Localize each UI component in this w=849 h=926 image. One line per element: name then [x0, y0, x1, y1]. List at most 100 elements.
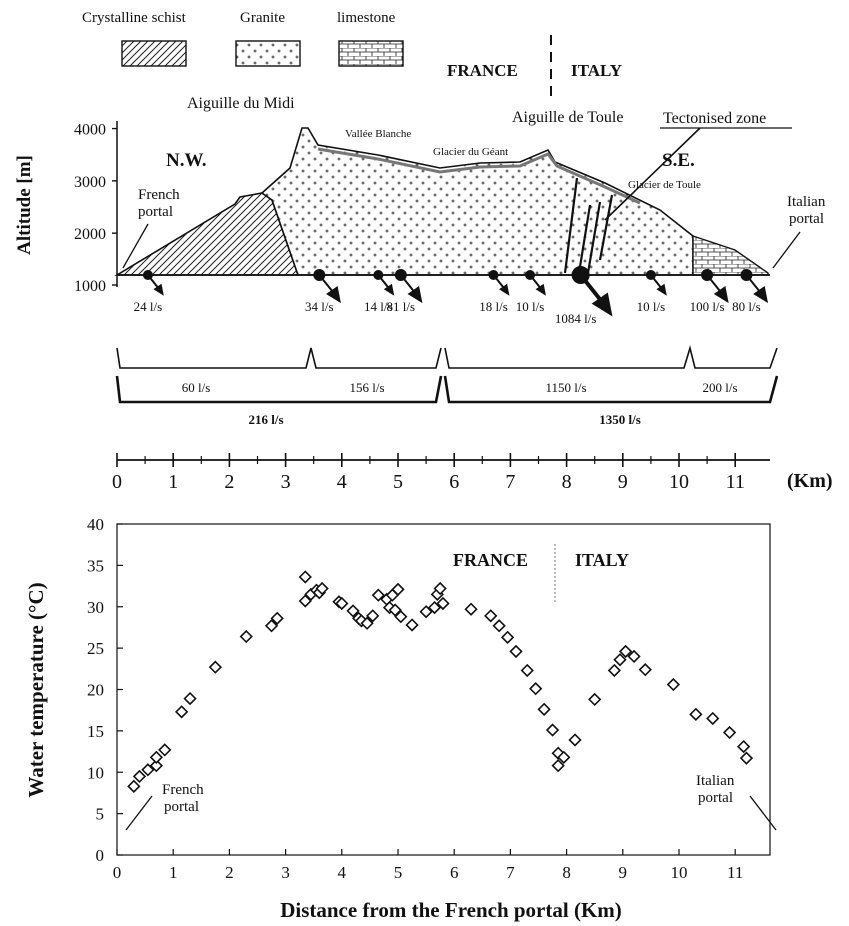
border-top: FRANCE ITALY [447, 35, 622, 98]
legend: Crystalline schist Granite limestone [82, 10, 404, 67]
inflow-arrow-head [753, 286, 769, 304]
chart-italian-portal-line1: Italian [696, 773, 735, 789]
distance-tick-label: 10 [669, 471, 689, 493]
temperature-point [537, 702, 551, 716]
legend-granite-swatch [235, 40, 301, 67]
distance-axis-ticks: 0 1 2 3 4 5 6 7 8 9 10 11 [112, 453, 745, 493]
temperature-chart: 0 5 10 15 20 25 30 35 40 0 1 2 3 4 5 6 7 8 9 10 11 Water tem… [24, 515, 777, 922]
total-label-france: 216 l/s [248, 412, 283, 427]
temperature-point [545, 723, 560, 737]
temperature-point [298, 570, 312, 584]
chart-ticks: 0 5 10 15 20 25 30 35 40 0 1 2 3 4 5 6 7 8 9 10 11 [87, 515, 743, 882]
temperature-point [149, 750, 163, 764]
tectonised-zone-pointer [604, 127, 701, 221]
inflow-10: 80 l/s [732, 269, 769, 314]
discharge-brackets: 60 l/s 156 l/s 1150 l/s 200 l/s 216 l/s … [115, 344, 779, 427]
temperature-point [627, 649, 641, 664]
temperature-point [264, 619, 279, 633]
temperature-point [366, 609, 380, 623]
temperature-point [174, 705, 189, 719]
temperature-point [391, 582, 405, 597]
chart-x-tick-label: 2 [225, 863, 234, 882]
inflow-arrow-head [713, 286, 729, 304]
inflow-arrow-head [383, 283, 395, 296]
italian-portal-label-chart: Italian portal [696, 773, 777, 831]
temperature-point [520, 663, 534, 678]
altitude-axis-label: Altitude [m] [14, 155, 35, 255]
temperature-point [371, 588, 385, 602]
glacier-toule-label: Glacier de Toule [628, 179, 701, 191]
temperature-point [394, 610, 408, 624]
temperature-point [484, 609, 498, 623]
temperature-point [158, 743, 172, 757]
chart-x-tick-label: 9 [619, 863, 628, 882]
chart-y-tick-label: 0 [96, 846, 105, 865]
distance-tick-label: 4 [337, 471, 347, 493]
italy-label-top: ITALY [571, 61, 622, 80]
temperature-point [388, 603, 402, 617]
inflow-6: 10 l/s [516, 270, 546, 314]
se-label: S.E. [662, 150, 695, 171]
inflow-arrow-head [499, 283, 510, 296]
chart-x-tick-label: 0 [113, 863, 122, 882]
chart-italian-portal-line2: portal [698, 790, 733, 806]
chart-x-tick-label: 3 [281, 863, 290, 882]
temperature-point [736, 739, 751, 754]
france-label-top: FRANCE [447, 61, 518, 80]
chart-x-axis-label: Distance from the French portal (Km) [280, 898, 622, 922]
chart-y-tick-label: 25 [87, 639, 104, 658]
temperature-point [315, 581, 329, 596]
inflow-3: 14 l/s [364, 270, 395, 314]
temperature-point [427, 600, 442, 615]
temperature-point [492, 619, 506, 633]
inflow-label: 34 l/s [305, 299, 334, 314]
inflow-label: 24 l/s [134, 299, 163, 314]
chart-y-tick-label: 10 [87, 763, 104, 782]
french-portal-label-top: French portal [122, 187, 180, 269]
tectonised-zone-faults [563, 177, 614, 274]
segment-label-2: 156 l/s [349, 380, 384, 395]
temperature-point [638, 663, 652, 677]
chart-y-tick-label: 30 [87, 598, 104, 617]
altitude-tick-label: 1000 [74, 278, 106, 295]
temperature-point [613, 653, 627, 667]
inflow-arrow-head [326, 286, 341, 304]
segment-bracket-top [116, 344, 778, 369]
temperature-point [141, 763, 155, 777]
inflow-1: 24 l/s [134, 270, 164, 314]
inflow-arrow-head [153, 283, 164, 296]
temperature-point [239, 629, 253, 644]
temperature-point [551, 758, 565, 773]
inflow-label: 1084 l/s [555, 311, 597, 326]
temperature-point [464, 602, 478, 616]
chart-x-tick-label: 11 [727, 863, 743, 882]
chart-french-portal-line1: French [162, 782, 204, 798]
chart-y-axis-label: Water temperature (°C) [24, 582, 48, 797]
inflow-label: 18 l/s [479, 299, 508, 314]
temperature-point [149, 758, 163, 773]
temperature-point [706, 711, 720, 726]
temperature-point [500, 630, 515, 644]
temperature-point [405, 618, 419, 632]
inflow-2: 34 l/s [305, 269, 341, 314]
altitude-tick-label: 4000 [74, 122, 106, 139]
french-portal-line2: portal [138, 204, 173, 220]
distance-tick-label: 0 [112, 471, 122, 493]
distance-tick-label: 1 [168, 471, 178, 493]
segment-label-1: 60 l/s [182, 380, 211, 395]
inflow-label: 80 l/s [732, 299, 761, 314]
distance-tick-label: 2 [224, 471, 234, 493]
inflow-label: 10 l/s [516, 299, 545, 314]
aiguille-de-toule-label: Aiguille de Toule [512, 109, 623, 126]
temperature-point [360, 616, 374, 630]
french-portal-line1: French [138, 187, 180, 203]
chart-x-tick-label: 1 [169, 863, 178, 882]
temperature-point [419, 605, 433, 619]
france-label-chart: FRANCE [453, 550, 528, 570]
geological-profile: Altitude [m] 1000 2000 3000 4000 Aiguille d… [14, 95, 826, 326]
temperature-point [529, 682, 543, 696]
distance-tick-label: 7 [505, 471, 515, 493]
chart-y-tick-label: 15 [87, 722, 104, 741]
inflow-arrow-head [656, 283, 667, 296]
altitude-tick-label: 2000 [74, 226, 106, 243]
